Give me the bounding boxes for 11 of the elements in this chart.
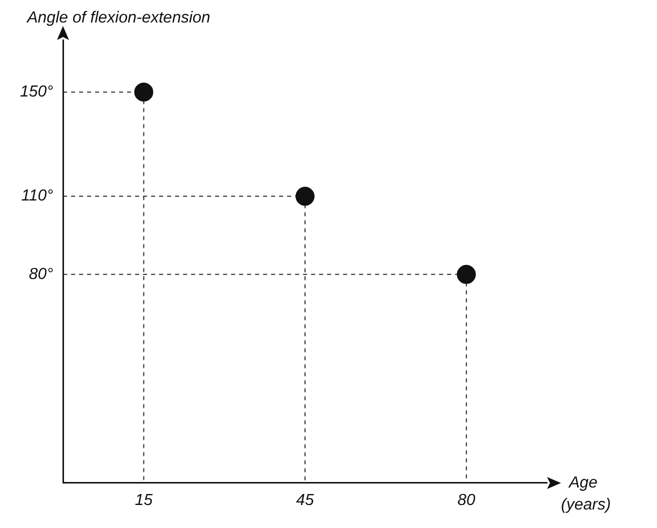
y-tick-label: 80° [28, 266, 54, 283]
y-tick-label: 110° [21, 188, 54, 205]
x-tick-label: 15 [134, 492, 153, 509]
x-tick-label: 80 [457, 492, 476, 509]
point [456, 264, 476, 284]
x-axis-title: Age (years) [561, 474, 611, 514]
point [134, 82, 154, 102]
point [296, 186, 315, 206]
x-tick-label: 45 [296, 492, 314, 509]
y-tick-label: 150° [20, 84, 54, 101]
y-axis-title: Angle of flexion-extension [26, 9, 210, 26]
